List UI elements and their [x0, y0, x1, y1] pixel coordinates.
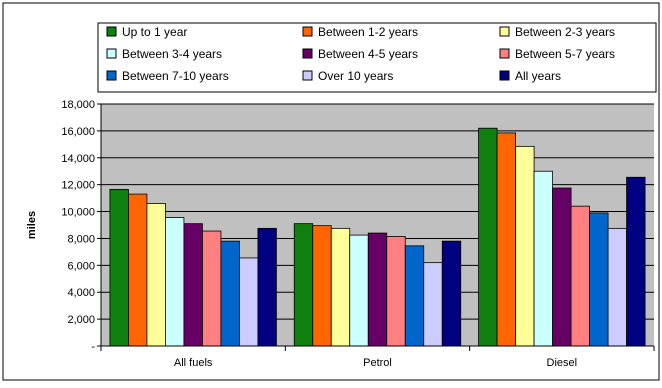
bar	[496, 132, 516, 347]
bar	[386, 236, 406, 347]
bars	[109, 127, 646, 347]
legend-swatch	[106, 70, 117, 81]
y-tick-label: 8,000	[67, 233, 95, 245]
y-tick-label: -	[91, 341, 95, 353]
bar	[533, 170, 553, 347]
bar	[607, 227, 627, 347]
y-axis-label: miles	[26, 211, 38, 239]
bar	[312, 225, 332, 347]
bar	[202, 230, 222, 347]
bar	[552, 187, 572, 347]
bar	[441, 240, 462, 347]
x-tick-label: Petrol	[363, 357, 392, 369]
y-tick-label: 10,000	[61, 207, 95, 219]
bar	[109, 188, 129, 347]
bar	[239, 257, 259, 347]
y-tick-label: 18,000	[61, 99, 95, 111]
legend-box	[97, 22, 657, 93]
legend-swatch	[302, 70, 313, 81]
x-tick-label: Diesel	[547, 357, 578, 369]
legend-swatch	[106, 48, 117, 59]
legend-label: Up to 1 year	[122, 25, 187, 39]
legend-swatch	[302, 26, 313, 37]
legend-label: All years	[515, 69, 561, 83]
bar	[293, 223, 314, 347]
y-tick-label: 14,000	[61, 153, 95, 165]
legend-label: Between 3-4 years	[122, 47, 222, 61]
legend-swatch	[106, 26, 117, 37]
bar	[626, 176, 646, 347]
legend-swatch	[499, 26, 510, 37]
x-tick-label: All fuels	[174, 357, 213, 369]
y-tick-label: 16,000	[61, 126, 95, 138]
y-tick-label: 12,000	[61, 180, 95, 192]
y-tick-label: 4,000	[67, 287, 95, 299]
legend-label: Between 4-5 years	[318, 47, 418, 61]
bar	[183, 223, 203, 347]
bar	[570, 205, 590, 347]
legend: Up to 1 year Between 1-2 years Between 2-3…	[97, 22, 657, 93]
bar	[515, 145, 535, 347]
bar	[128, 193, 148, 347]
y-tick-label: 6,000	[67, 260, 95, 272]
bar	[589, 212, 609, 347]
y-tick-label: 2,000	[67, 314, 95, 326]
legend-swatch	[302, 48, 313, 59]
x-tick-labels: All fuels Petrol Diesel	[174, 357, 577, 369]
legend-label: Over 10 years	[318, 69, 393, 83]
bar	[404, 245, 425, 347]
legend-swatch	[499, 48, 510, 59]
bar	[146, 203, 166, 347]
bar	[349, 234, 369, 347]
bar	[330, 227, 351, 347]
y-tick-labels: - 2,000 4,000 6,000 8,000 10,000 12,000 14,000 1…	[61, 99, 95, 353]
legend-swatch	[499, 70, 510, 81]
bar	[165, 217, 185, 347]
bar	[478, 127, 498, 347]
axes	[97, 103, 655, 351]
bar	[220, 240, 240, 347]
legend-label: Between 7-10 years	[122, 69, 229, 83]
bar	[423, 262, 443, 347]
legend-label: Between 5-7 years	[515, 47, 615, 61]
legend-label: Between 1-2 years	[318, 25, 418, 39]
bar	[257, 227, 277, 347]
bar	[367, 232, 388, 347]
legend-label: Between 2-3 years	[515, 25, 615, 39]
